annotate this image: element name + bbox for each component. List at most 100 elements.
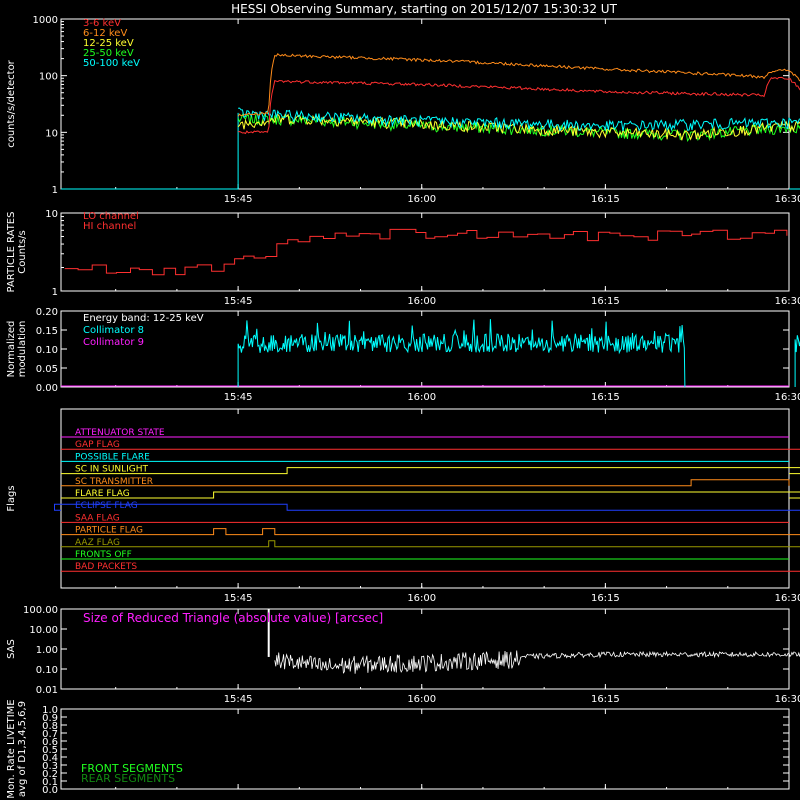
x-tick-label: 16:30: [775, 392, 800, 403]
y-tick-label: 0.01: [36, 685, 58, 696]
y-tick-label: 1000: [33, 15, 58, 26]
series-baseline: [61, 112, 239, 190]
y-axis-label: counts/s/detector: [6, 59, 17, 147]
flag-label: POSSIBLE FLARE: [75, 452, 150, 462]
y-tick-label: 0.3: [42, 761, 58, 772]
hi-channel-line: [64, 228, 788, 276]
y-tick-label: 100: [39, 72, 58, 83]
x-tick-label: 15:45: [224, 593, 253, 604]
x-tick-label: 15:45: [224, 194, 253, 205]
y-axis-label: SAS: [6, 639, 17, 659]
y-tick-label: 0.0: [42, 785, 58, 796]
x-tick-label: 15:45: [224, 392, 253, 403]
y-tick-label: 10: [45, 209, 58, 220]
flag-label: AAZ FLAG: [75, 538, 120, 548]
series-line-0: [238, 76, 800, 135]
y-tick-label: 0.10: [36, 665, 58, 676]
y-axis-label: Normalized: [6, 321, 17, 378]
flag-label: PARTICLE FLAG: [75, 526, 143, 536]
flag-line: [61, 570, 800, 572]
flag-line: [61, 540, 800, 548]
flag-line: [54, 503, 800, 511]
flag-label: ATTENUATOR STATE: [75, 428, 165, 438]
collimator-8-line-1: [794, 335, 800, 387]
flag-label: SC TRANSMITTER: [75, 477, 153, 487]
legend-entry: LO channel: [83, 211, 139, 222]
y-tick-label: 0.20: [36, 307, 58, 318]
y-tick-label: 0.10: [36, 345, 58, 356]
flag-line: [61, 467, 800, 475]
legend-entry: HI channel: [83, 221, 136, 232]
flag-label: GAP FLAG: [75, 440, 120, 450]
x-tick-label: 16:30: [775, 694, 800, 705]
legend-entry: Collimator 9: [83, 337, 144, 348]
legend-entry: Collimator 8: [83, 325, 144, 336]
series-line-1: [237, 53, 800, 117]
flag-line: [61, 491, 800, 499]
sas-line: [274, 650, 800, 674]
y-tick-label: 1.0: [42, 705, 58, 716]
series-line-2: [237, 113, 800, 141]
y-tick-label: 0.8: [42, 721, 58, 732]
flag-label: BAD PACKETS: [75, 562, 137, 572]
legend-entry: 25-50 keV: [83, 48, 134, 59]
y-tick-label: 0.4: [42, 753, 58, 764]
flag-label: SC IN SUNLIGHT: [75, 465, 149, 475]
count-rate-panel: [60, 18, 790, 190]
x-tick-label: 16:00: [407, 392, 436, 403]
flag-label: ECLIPSE FLAG: [75, 501, 138, 511]
y-axis-label: modulation: [17, 321, 28, 378]
y-axis-label: avg of D1,3,4,5,6,9: [17, 701, 28, 797]
x-tick-label: 16:00: [407, 694, 436, 705]
x-tick-label: 16:00: [407, 194, 436, 205]
energy-band-label: Energy band: 12-25 keV: [83, 313, 204, 324]
y-axis-label: Counts/s: [17, 230, 28, 274]
y-tick-label: 1: [52, 287, 58, 298]
y-axis-label: Flags: [6, 485, 17, 511]
x-tick-label: 16:15: [591, 593, 620, 604]
x-tick-label: 16:30: [775, 194, 800, 205]
y-tick-label: 0.15: [36, 326, 58, 337]
legend-entry: 3-6 keV: [83, 18, 121, 29]
x-tick-label: 15:45: [224, 694, 253, 705]
y-tick-label: 0.1: [42, 777, 58, 788]
y-tick-label: 0.7: [42, 729, 58, 740]
legend-entry: 12-25 keV: [83, 38, 134, 49]
legend-entry: 6-12 keV: [83, 28, 127, 39]
x-tick-label: 16:00: [407, 593, 436, 604]
y-tick-label: 0.6: [42, 737, 58, 748]
y-tick-label: 0.05: [36, 364, 58, 375]
x-tick-label: 16:15: [591, 392, 620, 403]
collimator-8-line-0: [237, 319, 686, 388]
y-axis-label: PARTICLE RATES: [6, 212, 17, 293]
particle-rate-panel: [60, 212, 790, 292]
x-tick-label: 16:15: [591, 694, 620, 705]
sas-annotation: Size of Reduced Triangle (absolute value…: [83, 611, 383, 625]
legend-entry: 50-100 keV: [83, 58, 140, 69]
y-tick-label: 10.00: [29, 625, 58, 636]
x-tick-label: 16:15: [591, 296, 620, 307]
x-tick-label: 16:30: [775, 593, 800, 604]
y-tick-label: 1: [52, 185, 58, 196]
series-line-4: [238, 107, 800, 132]
flag-line: [61, 528, 800, 536]
y-axis-label: Mon. Rate LIVETIME: [6, 699, 17, 798]
y-tick-label: 1.00: [36, 645, 58, 656]
y-tick-label: 0.9: [42, 713, 58, 724]
y-tick-label: 0.2: [42, 769, 58, 780]
flag-label: SAA FLAG: [75, 513, 120, 523]
legend-entry: REAR SEGMENTS: [81, 772, 175, 785]
x-tick-label: 15:45: [224, 296, 253, 307]
y-tick-label: 100.00: [23, 605, 58, 616]
flag-line: [61, 448, 800, 450]
x-tick-label: 16:30: [775, 296, 800, 307]
flag-label: FLARE FLAG: [75, 489, 130, 499]
y-tick-label: 10: [45, 128, 58, 139]
series-baseline: [789, 188, 800, 190]
y-tick-label: 0.5: [42, 745, 58, 756]
legend-entry: FRONT SEGMENTS: [81, 762, 183, 775]
flag-line: [61, 479, 790, 487]
x-tick-label: 16:15: [591, 194, 620, 205]
y-tick-label: 0.00: [36, 383, 58, 394]
